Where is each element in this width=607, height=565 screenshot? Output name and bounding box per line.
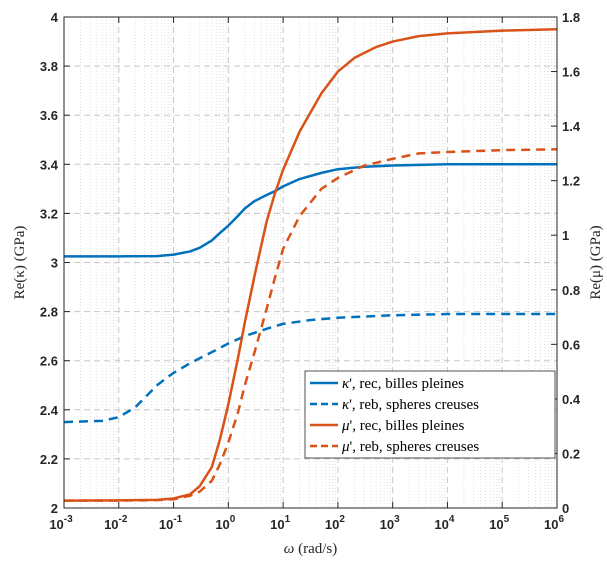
y-right-tick-label: 0.2 (562, 446, 580, 461)
x-tick-label: 10-1 (159, 514, 183, 532)
x-tick-label: 10-2 (104, 514, 128, 532)
y-right-tick-label: 0.4 (562, 392, 581, 407)
y-left-tick-label: 3.8 (40, 59, 58, 74)
series-line-1 (64, 163, 557, 258)
y-left-tick-label: 2.4 (40, 403, 59, 418)
x-tick-label: 104 (434, 514, 454, 532)
y-left-tick-label: 3 (51, 256, 58, 271)
x-tick-label: 100 (215, 514, 235, 532)
x-tick-label: 106 (544, 514, 564, 532)
legend-label: κ', reb, spheres creuses (342, 397, 479, 413)
y-right-tick-label: 1.6 (562, 65, 580, 80)
series-line-4 (64, 148, 558, 502)
y-left-tick-label: 2.6 (40, 354, 58, 369)
legend: κ', rec, billes pleines κ', reb, spheres … (304, 370, 556, 459)
x-axis-title: ω (rad/s) (284, 541, 338, 557)
legend-box (304, 370, 556, 459)
x-tick-label: 103 (380, 514, 400, 532)
series-line-2 (63, 312, 557, 424)
y-left-tick-label: 2.8 (40, 305, 58, 320)
y-left-tick-label: 3.6 (40, 108, 58, 123)
legend-label: κ', rec, billes pleines (342, 376, 464, 392)
axes: 10-3 10-2 10-1 100 101 102 103 104 105 10622.22.4… (12, 10, 604, 557)
y-right-tick-label: 0.6 (562, 337, 580, 352)
y-right-tick-label: 0 (562, 501, 569, 516)
y-right-tick-label: 1.4 (562, 119, 581, 134)
y-right-tick-label: 0.8 (562, 283, 580, 298)
y-left-tick-label: 3.4 (40, 157, 59, 172)
y-right-tick-label: 1.2 (562, 174, 580, 189)
plot-lines (63, 28, 558, 502)
y-left-tick-label: 3.2 (40, 206, 58, 221)
series-line-3 (63, 28, 558, 502)
y-right-axis-title: Re(μ) (GPa) (588, 225, 604, 299)
x-tick-label: 105 (489, 514, 509, 532)
y-left-tick-label: 4 (51, 10, 59, 25)
x-tick-label: 10-3 (49, 514, 73, 532)
y-left-tick-label: 2.2 (40, 452, 58, 467)
x-tick-label: 102 (325, 514, 345, 532)
y-left-axis-title: Re(κ) (GPa) (12, 226, 28, 300)
legend-label: μ', rec, billes pleines (341, 418, 464, 434)
x-tick-label: 101 (270, 514, 290, 532)
legend-label: μ', reb, spheres creuses (341, 439, 479, 455)
y-right-tick-label: 1.8 (562, 10, 580, 25)
y-right-tick-label: 1 (562, 228, 569, 243)
y-left-tick-label: 2 (51, 501, 58, 516)
